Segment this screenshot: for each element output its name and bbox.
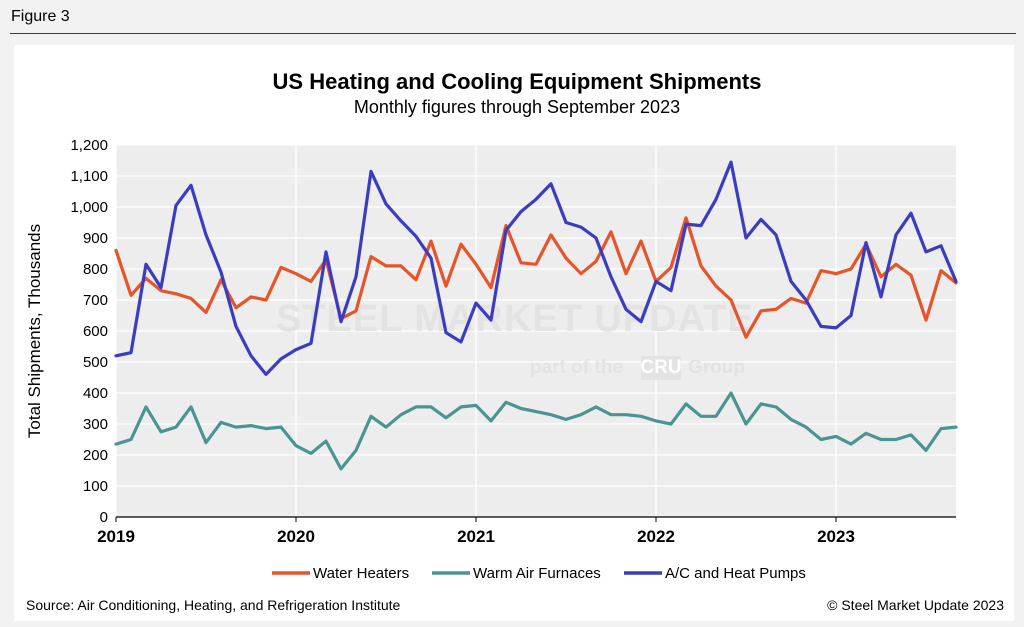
y-tick-label: 1,000 <box>70 199 108 216</box>
y-tick-label: 500 <box>83 354 108 371</box>
legend-label-warm-air-furnaces: Warm Air Furnaces <box>473 565 601 582</box>
figure-label: Figure 3 <box>11 8 70 25</box>
watermark-text: STEEL MARKET UPDATE <box>276 298 754 340</box>
y-tick-label: 1,100 <box>70 168 108 185</box>
y-tick-label: 700 <box>83 292 108 309</box>
y-tick-label: 900 <box>83 230 108 247</box>
y-tick-label: 800 <box>83 261 108 278</box>
chart-title: US Heating and Cooling Equipment Shipmen… <box>273 69 762 94</box>
series-line-a-c-and-heat-pumps <box>114 160 958 376</box>
chart-subtitle: Monthly figures through September 2023 <box>354 97 680 117</box>
chart-panel: US Heating and Cooling Equipment Shipmen… <box>14 45 1014 621</box>
watermark: STEEL MARKET UPDATE part of the CRU Grou… <box>276 298 754 380</box>
legend: Water Heaters Warm Air Furnaces A/C and … <box>272 565 806 582</box>
y-tick-label: 300 <box>83 416 108 433</box>
legend-label-water-heaters: Water Heaters <box>313 565 409 582</box>
x-tick-label: 2019 <box>97 527 135 546</box>
y-tick-label: 0 <box>100 509 108 526</box>
x-tick-label: 2020 <box>277 527 315 546</box>
x-tick-label: 2023 <box>817 527 855 546</box>
x-tick-label: 2022 <box>637 527 675 546</box>
series-line-warm-air-furnaces <box>114 391 958 471</box>
figure-divider <box>10 33 1016 34</box>
copyright-note: © Steel Market Update 2023 <box>827 597 1004 613</box>
watermark-sub-after: Group <box>688 357 745 378</box>
legend-label-ac-heat-pumps: A/C and Heat Pumps <box>665 565 806 582</box>
source-note: Source: Air Conditioning, Heating, and R… <box>26 597 401 613</box>
shipments-line-chart: US Heating and Cooling Equipment Shipmen… <box>25 69 1004 613</box>
gridlines <box>115 144 956 517</box>
y-tick-label: 600 <box>83 323 108 340</box>
y-tick-label: 400 <box>83 385 108 402</box>
y-tick-label: 200 <box>83 447 108 464</box>
y-tick-label: 100 <box>83 478 108 495</box>
watermark-sub-before: part of the <box>530 357 623 378</box>
y-tick-label: 1,200 <box>70 137 108 154</box>
series-line-water-heaters <box>114 216 958 339</box>
x-axis-ticks: 2019 2020 2021 2022 2023 <box>97 517 855 546</box>
y-axis-ticks: 0 100 200 300 400 500 600 700 800 900 1,000 1,100 1,… <box>70 137 108 526</box>
series-lines <box>114 160 958 471</box>
y-axis-label: Total Shipments, Thousands <box>25 224 44 438</box>
watermark-logo-box <box>641 356 681 380</box>
x-tick-label: 2021 <box>457 527 495 546</box>
watermark-logo: CRU <box>640 357 681 378</box>
